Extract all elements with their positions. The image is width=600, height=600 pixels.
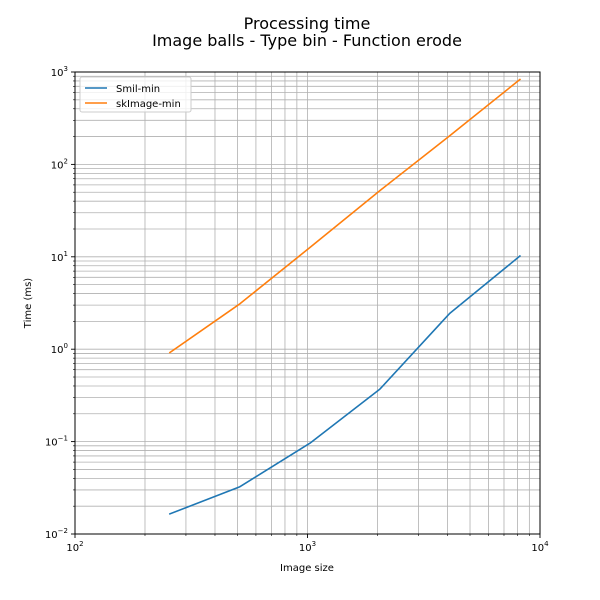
x-tick-label: 103	[299, 540, 316, 554]
plot-area	[168, 78, 522, 515]
chart-title: Processing time	[244, 14, 371, 33]
x-tick-label: 104	[531, 540, 549, 554]
y-tick-label: 101	[51, 250, 68, 264]
x-tick-label: 102	[66, 540, 83, 554]
axis-ticks	[71, 71, 541, 538]
x-axis-label: Image size	[280, 563, 334, 574]
legend-box	[79, 76, 192, 113]
y-tick-label: 102	[51, 157, 68, 171]
legend-label: Smil-min	[116, 84, 160, 95]
y-tick-labels: 10−2 10−1 100 101 102 103	[45, 65, 68, 541]
y-tick-label: 10−2	[45, 527, 68, 541]
y-tick-label: 103	[51, 65, 68, 79]
legend-label: skImage-min	[116, 99, 181, 110]
grid	[75, 72, 540, 534]
x-tick-labels: 102 103 104	[66, 540, 549, 554]
series-line-smil-min	[168, 254, 522, 515]
y-tick-label: 10−1	[45, 435, 68, 449]
chart-subtitle: Image balls - Type bin - Function erode	[152, 31, 462, 50]
series-line-skimage-min	[168, 78, 522, 354]
y-axis-label: Time (ms)	[23, 278, 34, 330]
y-tick-label: 100	[51, 342, 68, 356]
legend: Smil-min skImage-min	[79, 76, 192, 113]
